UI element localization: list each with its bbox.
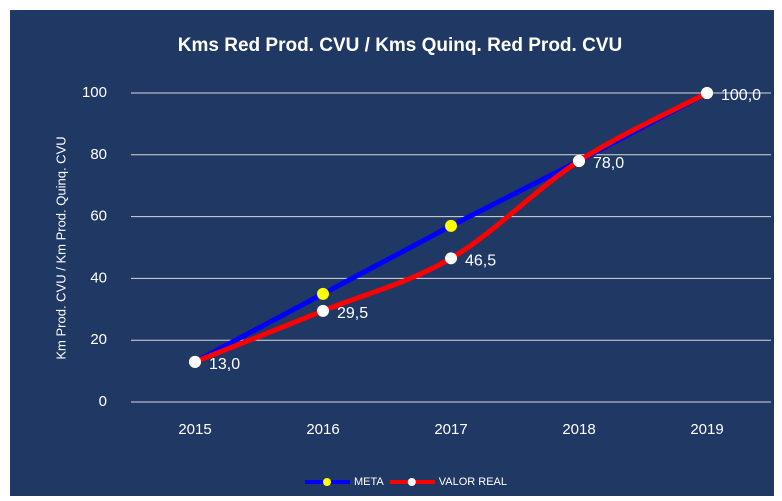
legend-label: VALOR REAL xyxy=(439,476,507,488)
legend-marker xyxy=(407,478,416,486)
y-tick-label: 80 xyxy=(90,146,107,163)
data-point xyxy=(701,87,713,99)
data-point xyxy=(317,304,329,317)
x-tick-label: 2016 xyxy=(306,421,339,438)
y-tick-label: 40 xyxy=(90,269,107,286)
chart-title: Kms Red Prod. CVU / Kms Quinq. Red Prod.… xyxy=(178,35,622,56)
data-label: 78,0 xyxy=(593,155,624,172)
data-label: 100,0 xyxy=(721,87,761,104)
y-tick-label: 0 xyxy=(99,393,107,410)
legend-marker xyxy=(323,478,331,486)
data-point xyxy=(445,252,457,265)
data-point xyxy=(573,154,585,167)
data-point xyxy=(317,287,329,300)
y-tick-label: 100 xyxy=(82,84,107,101)
x-tick-label: 2018 xyxy=(562,421,595,438)
chart-background xyxy=(10,10,774,496)
data-point xyxy=(445,219,457,232)
x-tick-label: 2017 xyxy=(434,421,467,438)
data-point xyxy=(189,355,201,368)
y-tick-label: 20 xyxy=(90,331,107,348)
y-axis-label: Km Prod. CVU / Km Prod. Quinq. CVU xyxy=(53,136,68,359)
x-tick-label: 2019 xyxy=(690,421,723,438)
legend-label: META xyxy=(354,476,384,488)
x-tick-label: 2015 xyxy=(178,421,211,438)
data-label: 29,5 xyxy=(337,305,368,322)
data-label: 13,0 xyxy=(209,356,240,373)
y-tick-label: 60 xyxy=(90,208,107,225)
data-label: 46,5 xyxy=(465,253,496,270)
